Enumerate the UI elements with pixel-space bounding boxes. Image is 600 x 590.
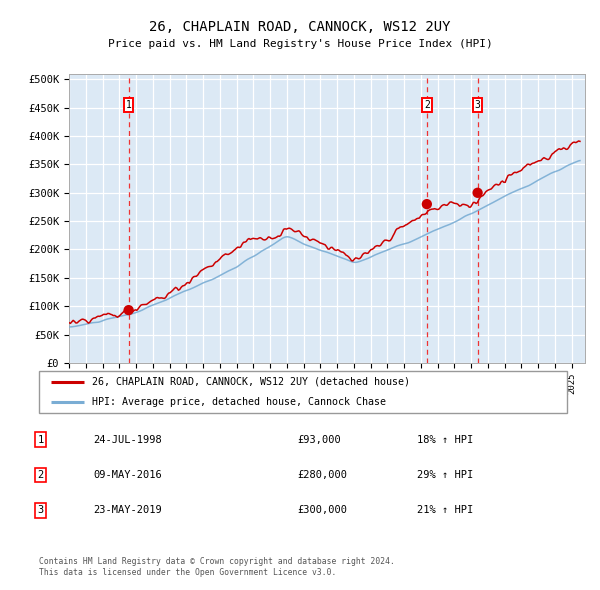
Point	[124, 306, 133, 315]
FancyBboxPatch shape	[39, 371, 567, 413]
Text: 23-MAY-2019: 23-MAY-2019	[93, 506, 162, 515]
Text: HPI: Average price, detached house, Cannock Chase: HPI: Average price, detached house, Cann…	[92, 396, 386, 407]
Text: 2: 2	[38, 470, 44, 480]
Text: 29% ↑ HPI: 29% ↑ HPI	[417, 470, 473, 480]
Text: 09-MAY-2016: 09-MAY-2016	[93, 470, 162, 480]
Text: 1: 1	[126, 100, 131, 110]
Point	[422, 199, 431, 209]
Text: 18% ↑ HPI: 18% ↑ HPI	[417, 435, 473, 444]
Text: This data is licensed under the Open Government Licence v3.0.: This data is licensed under the Open Gov…	[39, 568, 337, 577]
Point	[473, 188, 482, 198]
Text: £93,000: £93,000	[297, 435, 341, 444]
Text: £280,000: £280,000	[297, 470, 347, 480]
Text: Contains HM Land Registry data © Crown copyright and database right 2024.: Contains HM Land Registry data © Crown c…	[39, 557, 395, 566]
Text: 1: 1	[38, 435, 44, 444]
Text: 3: 3	[475, 100, 481, 110]
Text: 2: 2	[424, 100, 430, 110]
Text: 24-JUL-1998: 24-JUL-1998	[93, 435, 162, 444]
Text: 21% ↑ HPI: 21% ↑ HPI	[417, 506, 473, 515]
Text: 26, CHAPLAIN ROAD, CANNOCK, WS12 2UY: 26, CHAPLAIN ROAD, CANNOCK, WS12 2UY	[149, 19, 451, 34]
Text: 26, CHAPLAIN ROAD, CANNOCK, WS12 2UY (detached house): 26, CHAPLAIN ROAD, CANNOCK, WS12 2UY (de…	[92, 377, 410, 387]
Text: £300,000: £300,000	[297, 506, 347, 515]
Text: 3: 3	[38, 506, 44, 515]
Text: Price paid vs. HM Land Registry's House Price Index (HPI): Price paid vs. HM Land Registry's House …	[107, 40, 493, 49]
